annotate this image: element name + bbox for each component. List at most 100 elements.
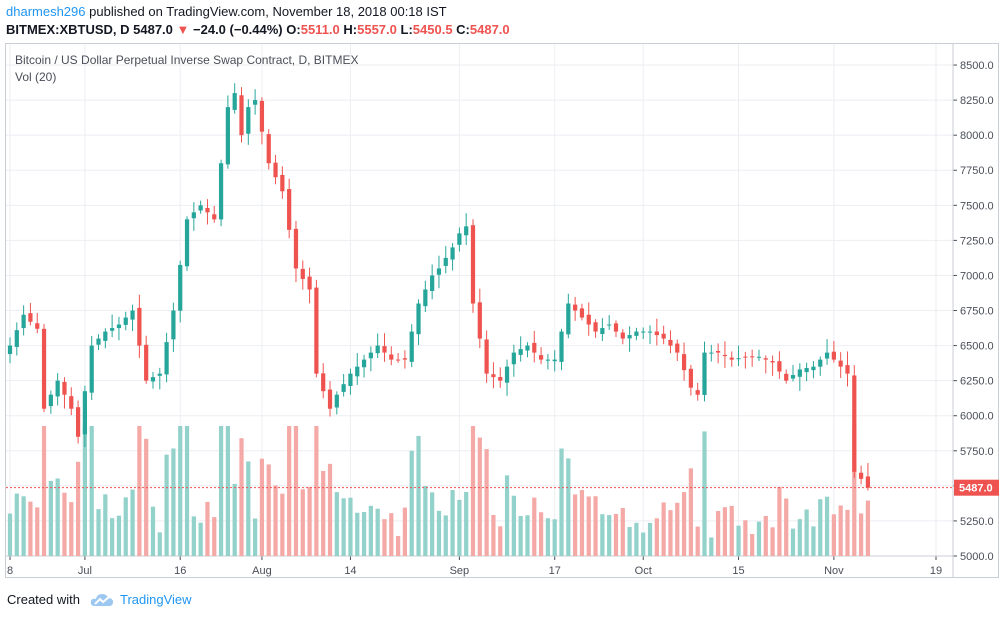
- volume-bar: [334, 492, 339, 556]
- volume-bar: [586, 496, 591, 556]
- candle-body: [436, 268, 442, 275]
- volume-bar: [743, 520, 748, 556]
- candle-body: [348, 373, 353, 387]
- volume-bar: [307, 486, 312, 556]
- y-tick-label: 6250.0: [960, 376, 994, 388]
- candle-body: [389, 354, 394, 360]
- last-price-tag: [954, 479, 999, 496]
- candle-body: [736, 358, 741, 360]
- volume-bar: [518, 516, 523, 556]
- chart-frame: [5, 43, 999, 578]
- tradingview-brand[interactable]: TradingView: [119, 592, 192, 607]
- candle-body: [116, 324, 122, 329]
- volume-bar: [198, 522, 203, 556]
- volume-bar: [341, 498, 346, 556]
- candle-body: [314, 287, 319, 374]
- candle-body: [702, 352, 707, 395]
- volume-bar: [600, 514, 605, 556]
- volume-bar: [838, 505, 843, 556]
- candle-body: [103, 331, 108, 341]
- volume-bar: [593, 496, 598, 556]
- close-label: C:: [456, 22, 470, 37]
- candle-body: [239, 95, 244, 136]
- volume-bar: [824, 496, 830, 556]
- x-tick-label: 17: [549, 565, 561, 577]
- volume-bar: [620, 508, 625, 556]
- candle-body: [845, 365, 850, 374]
- candle-body: [450, 247, 455, 260]
- volume-bar: [845, 509, 850, 556]
- volume-bar: [41, 426, 47, 556]
- volume-bar: [430, 492, 435, 556]
- candle-body: [225, 107, 230, 165]
- volume-bar: [804, 509, 809, 556]
- volume-bar: [89, 426, 94, 556]
- candle-body: [756, 356, 762, 358]
- volume-bar: [763, 515, 768, 556]
- volume-bar: [464, 492, 469, 556]
- candle-body: [137, 307, 142, 346]
- volume-bar: [232, 483, 237, 556]
- candle-body: [409, 331, 414, 362]
- volume-bar: [402, 507, 408, 556]
- candle-body: [593, 322, 598, 332]
- candle-body: [695, 390, 700, 395]
- candle-body: [675, 343, 680, 353]
- volume-bar: [28, 501, 33, 556]
- candle-body: [321, 373, 326, 392]
- volume-bar: [716, 511, 721, 556]
- y-tick-label: 7000.0: [960, 270, 994, 282]
- volume-bars: [7, 426, 871, 556]
- candle-body: [164, 342, 169, 375]
- y-tick-label: 5000.0: [960, 551, 994, 563]
- candle-body: [484, 339, 489, 374]
- volume-bar: [750, 533, 755, 556]
- volume-bar: [484, 449, 489, 556]
- candle-body: [709, 352, 714, 354]
- volume-bar: [811, 526, 816, 556]
- candle-body: [750, 356, 755, 358]
- candle-body: [307, 276, 312, 290]
- open-value: 5511.0: [300, 22, 340, 37]
- volume-bar: [35, 507, 40, 556]
- tradingview-cloud-icon: [90, 593, 113, 606]
- volume-bar: [321, 470, 326, 556]
- volume-bar: [532, 497, 537, 556]
- x-tick-label: 14: [344, 565, 356, 577]
- candle-body: [21, 314, 26, 329]
- volume-bar: [273, 485, 278, 556]
- candle-body: [858, 472, 864, 479]
- candle-body: [865, 476, 871, 488]
- candle-body: [511, 352, 516, 365]
- volume-bar: [280, 493, 285, 556]
- volume-bar: [790, 528, 796, 556]
- volume-bar: [75, 461, 81, 556]
- publish-info: published on TradingView.com, November 1…: [89, 4, 447, 19]
- x-tick-label: 19: [930, 565, 942, 577]
- volume-bar: [184, 426, 190, 556]
- low-value: 5450.5: [412, 22, 453, 37]
- publisher-username[interactable]: dharmesh296: [6, 4, 86, 19]
- volume-bar: [253, 518, 258, 556]
- volume-bar: [681, 492, 687, 556]
- volume-bar: [784, 498, 789, 556]
- symbol-label: BITMEX:XBTUSD, D: [6, 22, 130, 37]
- candle-body: [641, 331, 646, 333]
- last-price-label: 5487.0: [959, 483, 993, 495]
- candle-body: [334, 394, 339, 408]
- volume-bar: [736, 525, 741, 556]
- volume-bar: [797, 519, 802, 556]
- volume-bar: [171, 448, 176, 556]
- volume-bar: [21, 496, 26, 556]
- volume-bar: [552, 519, 557, 556]
- volume-bar: [389, 513, 394, 556]
- volume-bar: [62, 492, 67, 556]
- candle-body: [504, 366, 510, 383]
- volume-bar: [55, 478, 60, 556]
- volume-bar: [559, 448, 564, 556]
- volume-bar: [777, 486, 782, 556]
- candle-body: [811, 366, 816, 371]
- volume-bar: [382, 519, 387, 556]
- candle-body: [48, 394, 53, 407]
